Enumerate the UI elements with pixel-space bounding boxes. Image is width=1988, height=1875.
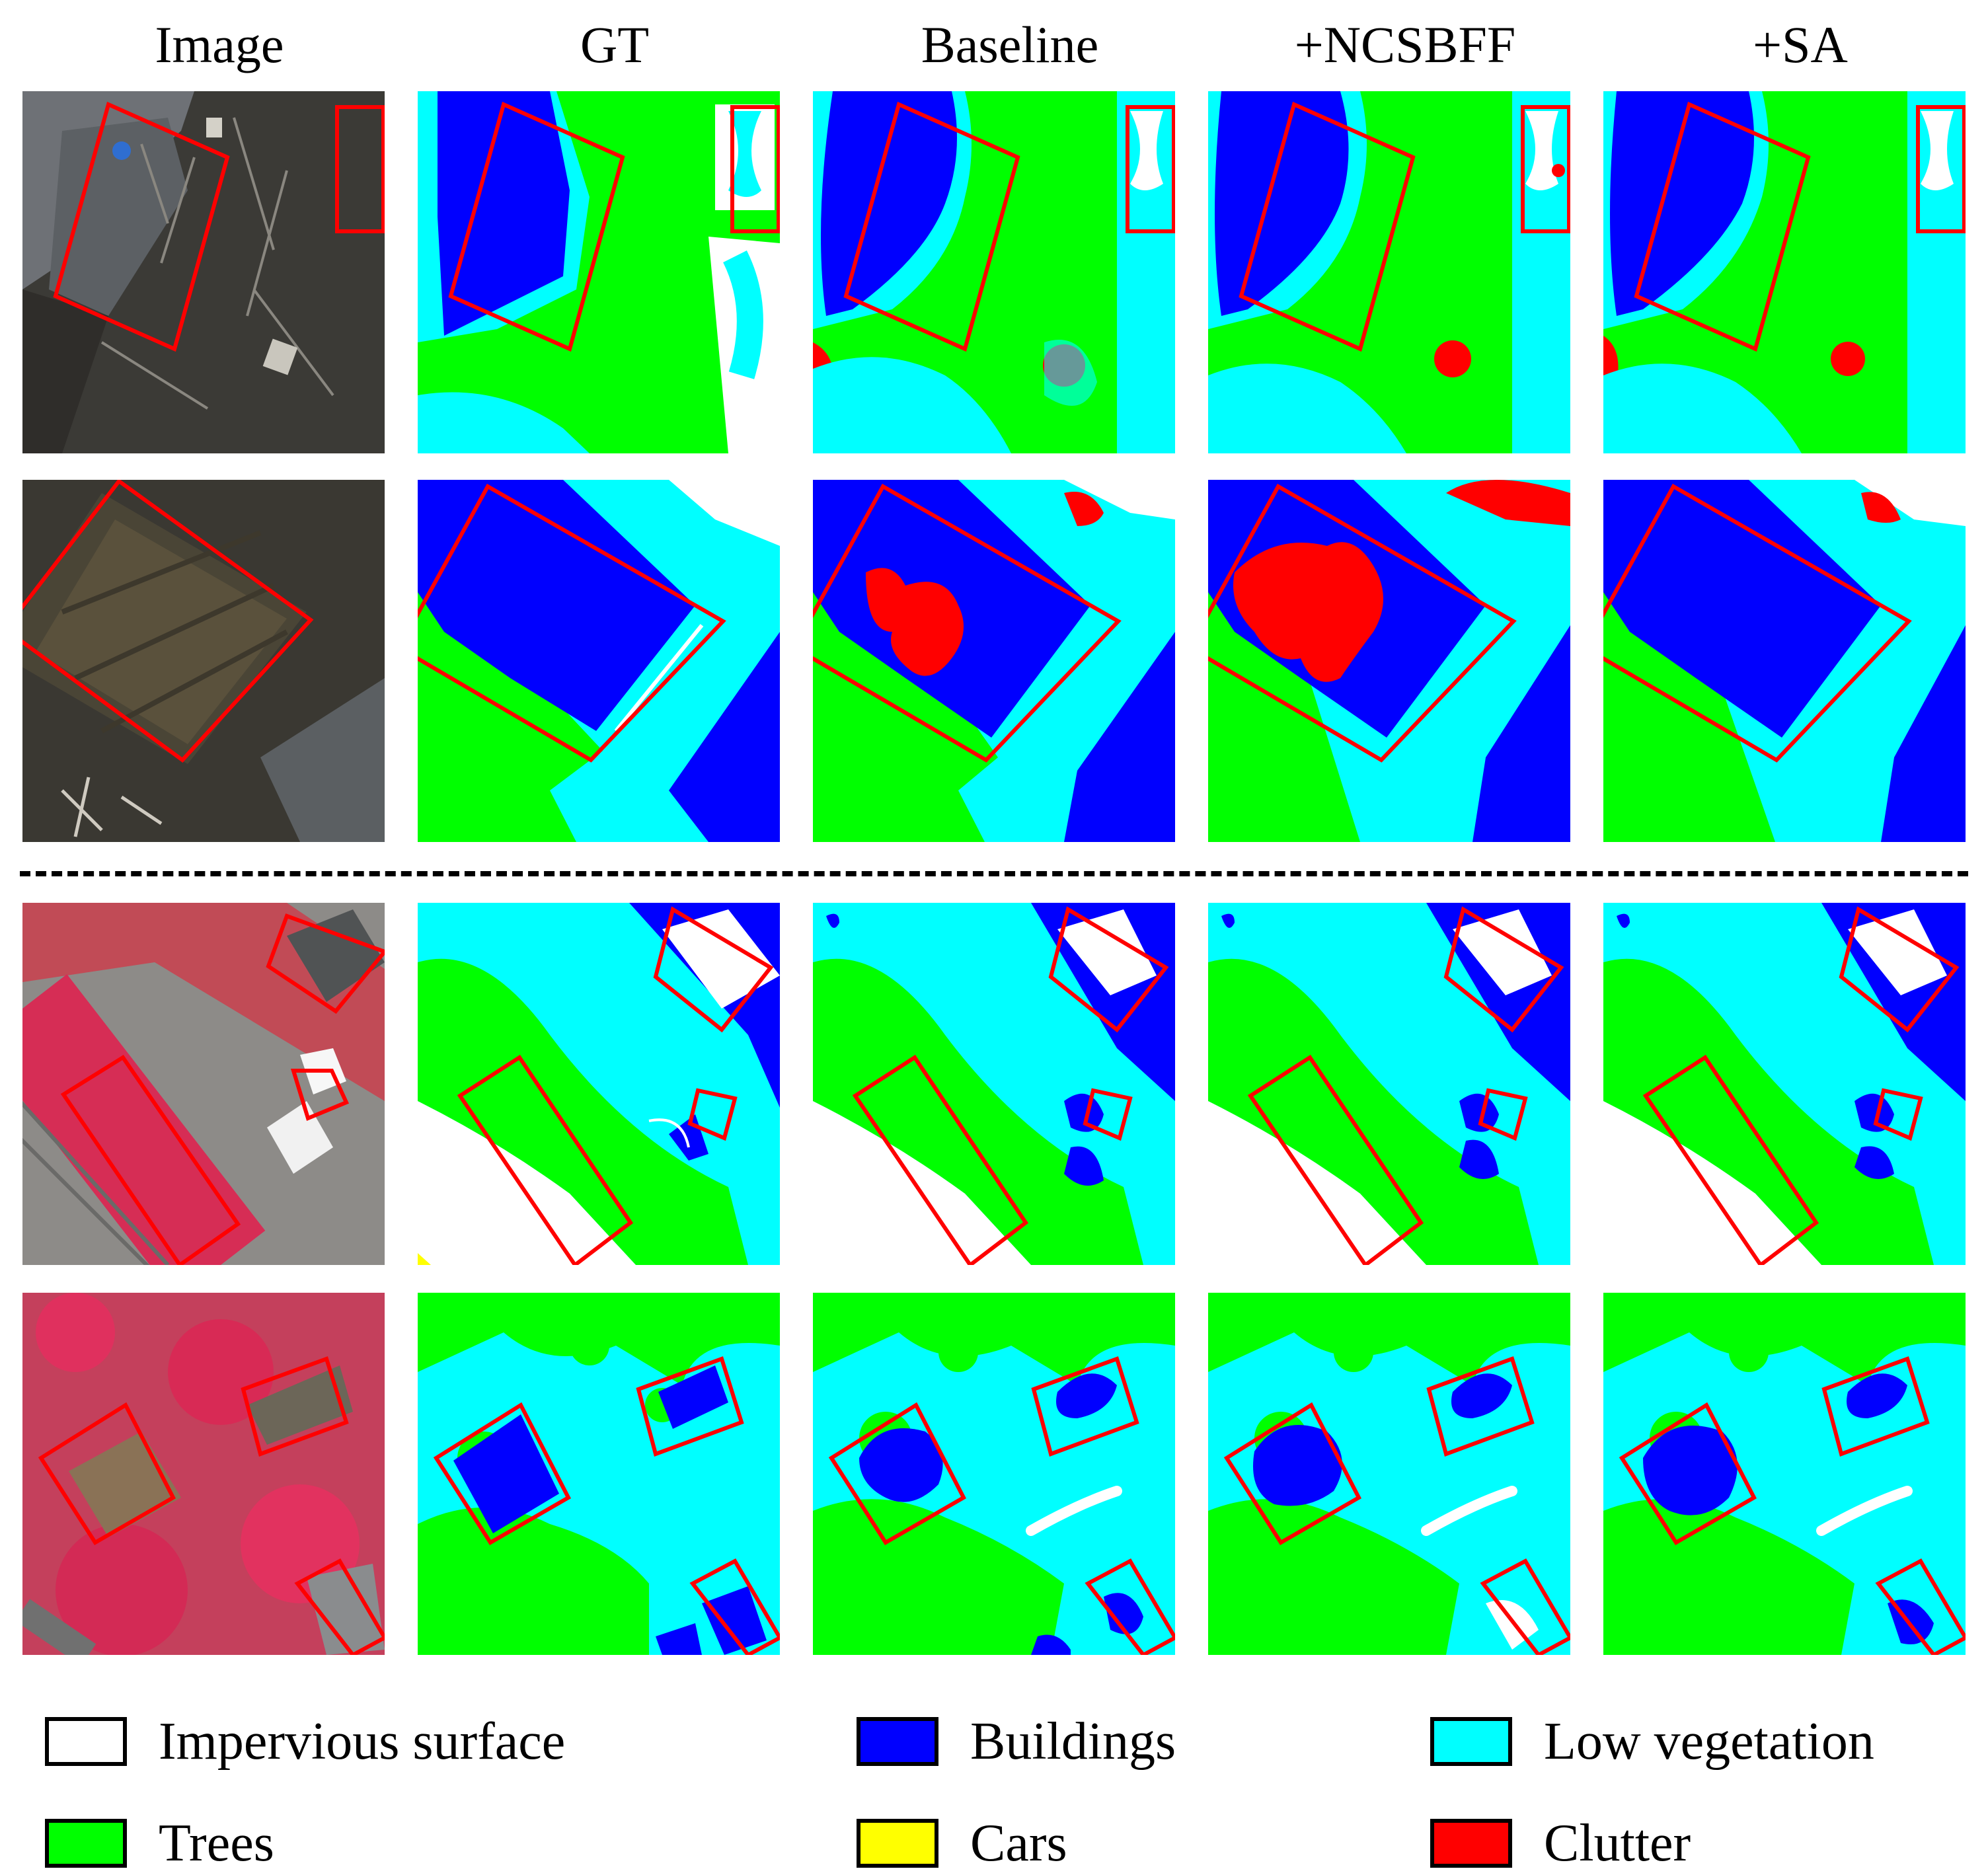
row4-image-panel	[22, 1293, 385, 1655]
row1-baseline-panel	[813, 91, 1175, 453]
legend-swatch	[45, 1819, 127, 1868]
section-divider	[20, 871, 1968, 876]
row3-gt-panel	[418, 903, 780, 1265]
column-header-ncsbff: +NCSBFF	[1294, 16, 1516, 73]
row2-baseline-panel	[813, 480, 1175, 842]
legend-label: Cars	[970, 1814, 1067, 1872]
column-header-image: Image	[155, 16, 284, 73]
row2-gt-panel	[418, 480, 780, 842]
row3-sa-panel	[1603, 903, 1966, 1265]
row4-ncsbff-panel	[1208, 1293, 1570, 1655]
legend-swatch	[857, 1819, 938, 1868]
row1-sa-panel	[1603, 91, 1966, 453]
row1-ncsbff-panel	[1208, 91, 1570, 453]
row3-ncsbff-panel	[1208, 903, 1570, 1265]
legend-swatch	[1430, 1717, 1512, 1766]
column-header-gt: GT	[580, 16, 649, 73]
legend-swatch	[1430, 1819, 1512, 1868]
row3-baseline-panel	[813, 903, 1175, 1265]
legend-item-buildings: Buildings	[857, 1712, 1319, 1771]
legend-label: Clutter	[1544, 1814, 1691, 1872]
row4-gt-panel	[418, 1293, 780, 1655]
legend-label: Impervious surface	[159, 1712, 566, 1771]
column-header-sa: +SA	[1753, 16, 1848, 73]
legend-item-cars: Cars	[857, 1814, 1319, 1873]
legend-label: Low vegetation	[1544, 1712, 1874, 1771]
row4-sa-panel	[1603, 1293, 1966, 1655]
row2-image-panel	[22, 480, 385, 842]
legend-item-low-vegetation: Low vegetation	[1430, 1712, 1985, 1771]
row1-gt-panel	[418, 91, 780, 453]
row3-image-panel	[22, 903, 385, 1265]
row4-baseline-panel	[813, 1293, 1175, 1655]
legend-swatch	[45, 1717, 127, 1766]
legend-item-trees: Trees	[45, 1814, 508, 1873]
column-header-baseline: Baseline	[921, 16, 1099, 73]
row2-sa-panel	[1603, 480, 1966, 842]
legend-label: Buildings	[970, 1712, 1176, 1771]
legend-item-clutter: Clutter	[1430, 1814, 1893, 1873]
legend-item-impervious-surface: Impervious surface	[45, 1712, 640, 1771]
row1-image-panel	[22, 91, 385, 453]
row2-ncsbff-panel	[1208, 480, 1570, 842]
legend-label: Trees	[159, 1814, 274, 1872]
legend-swatch	[857, 1717, 938, 1766]
